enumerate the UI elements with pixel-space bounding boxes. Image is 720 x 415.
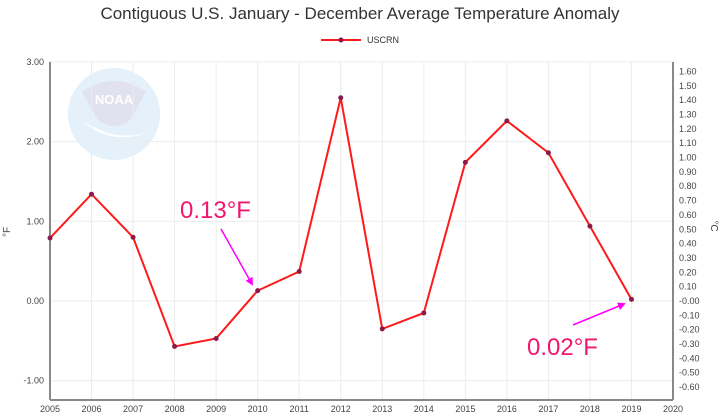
x-tick-label: 2014 — [414, 404, 434, 414]
data-point[interactable] — [545, 150, 551, 156]
x-tick-label: 2008 — [165, 404, 185, 414]
y2-tick-label: -0.30 — [679, 339, 700, 349]
x-tick-label: 2012 — [331, 404, 351, 414]
y2-tick-label: 0.90 — [679, 167, 697, 177]
x-tick-label: 2011 — [290, 404, 309, 414]
annotation-2010: 0.13°F — [180, 197, 251, 224]
y-tick-label: -1.00 — [23, 376, 44, 386]
x-tick-label: 2007 — [123, 404, 143, 414]
series-uscrn[interactable] — [47, 95, 634, 349]
y2-tick-label: 0.80 — [679, 181, 697, 191]
axes — [49, 62, 674, 401]
y2-tick-label: 0.70 — [679, 196, 697, 206]
data-point[interactable] — [628, 296, 634, 302]
legend-label-uscrn: USCRN — [366, 35, 399, 45]
x-tick-label: 2006 — [82, 404, 102, 414]
legend-line-marker-icon — [320, 37, 361, 43]
y-tick-label: 1.00 — [26, 216, 44, 226]
x-tick-label: 2016 — [497, 404, 517, 414]
data-point[interactable] — [462, 159, 468, 165]
y-tick-label: 3.00 — [26, 57, 44, 67]
right-axis-label: °C — [708, 220, 719, 231]
legend[interactable]: USCRN — [0, 35, 720, 45]
y2-tick-label: -0.60 — [679, 382, 700, 392]
data-point[interactable] — [255, 288, 261, 294]
x-axis-ticks: 2005 2006 2007 2008 2009 2010 2011 2012 2013 2014… — [40, 404, 683, 414]
x-tick-label: 2005 — [40, 404, 60, 414]
arrow-2019-icon — [572, 302, 626, 326]
data-point[interactable] — [47, 235, 53, 241]
data-point[interactable] — [379, 326, 385, 332]
y2-tick-label: -0.50 — [679, 368, 700, 378]
noaa-logo-watermark-icon: NOAA — [68, 68, 160, 160]
data-point[interactable] — [213, 335, 219, 341]
annotation-2019: 0.02°F — [527, 334, 598, 361]
data-point[interactable] — [587, 223, 593, 229]
svg-text:NOAA: NOAA — [95, 92, 134, 107]
data-point[interactable] — [296, 269, 302, 275]
x-tick-label: 2009 — [206, 404, 226, 414]
x-tick-label: 2020 — [663, 404, 683, 414]
y2-tick-label: 1.30 — [679, 110, 697, 120]
y2-tick-label: 0.50 — [679, 224, 697, 234]
x-tick-label: 2019 — [621, 404, 641, 414]
y2-tick-label: 0.10 — [679, 282, 697, 292]
y-tick-label: 0.00 — [26, 296, 44, 306]
left-axis-label: °F — [2, 227, 13, 237]
y2-tick-label: 1.20 — [679, 124, 697, 134]
y2-tick-label: 0.20 — [679, 267, 697, 277]
y2-tick-label: 1.50 — [679, 81, 697, 91]
data-point[interactable] — [89, 191, 95, 197]
chart-title: Contiguous U.S. January - December Avera… — [100, 4, 620, 23]
annotations: 0.13°F 0.02°F — [180, 197, 626, 361]
y2-tick-label: 0.30 — [679, 253, 697, 263]
y2-tick-label: 1.60 — [679, 66, 697, 76]
x-tick-label: 2018 — [580, 404, 600, 414]
x-tick-label: 2015 — [455, 404, 475, 414]
y2-tick-label: 0.60 — [679, 210, 697, 220]
y2-tick-label: 1.40 — [679, 95, 697, 105]
data-point[interactable] — [172, 343, 178, 349]
x-tick-label: 2013 — [372, 404, 392, 414]
right-axis-ticks: 1.60 1.50 1.40 1.30 1.20 1.10 1.00 0.90 0.80 0.70… — [679, 66, 700, 392]
y2-tick-label: 1.10 — [679, 138, 697, 148]
y2-tick-label: -0.40 — [679, 353, 700, 363]
y2-tick-label: 0.40 — [679, 239, 697, 249]
y2-tick-label: 1.00 — [679, 153, 697, 163]
left-axis-ticks: 3.00 2.00 1.00 0.00 -1.00 — [23, 57, 44, 386]
x-tick-label: 2017 — [538, 404, 558, 414]
y2-tick-label: -0.20 — [679, 325, 700, 335]
data-point[interactable] — [421, 310, 427, 316]
data-point[interactable] — [504, 118, 510, 124]
arrow-2010-icon — [220, 228, 253, 286]
data-point[interactable] — [338, 95, 344, 101]
y2-tick-label: -0.10 — [679, 310, 700, 320]
data-point[interactable] — [130, 234, 136, 240]
x-tick-label: 2010 — [248, 404, 268, 414]
y2-tick-label: -0.00 — [679, 296, 700, 306]
y-tick-label: 2.00 — [26, 137, 44, 147]
